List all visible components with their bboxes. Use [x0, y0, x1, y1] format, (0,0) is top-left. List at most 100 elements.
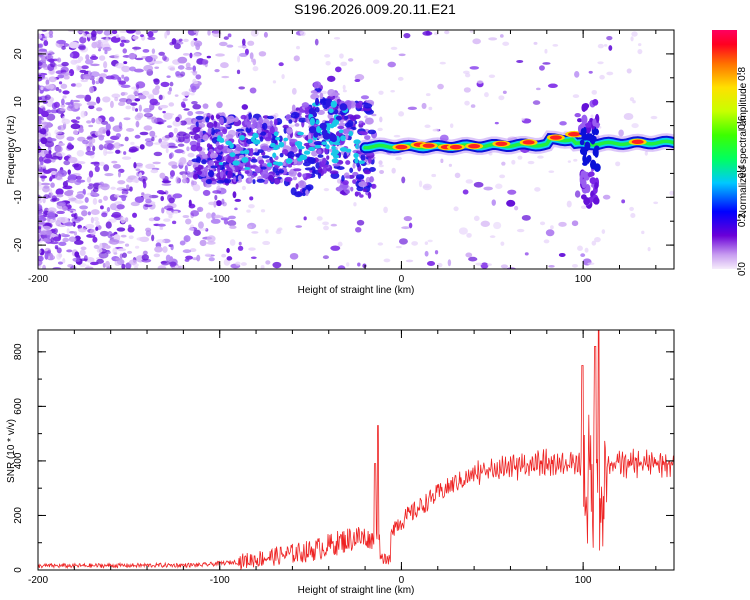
clutter-blob [227, 115, 236, 123]
noise-blob [464, 73, 471, 78]
noise-blob [532, 100, 541, 105]
noise-blob [489, 235, 496, 238]
noise-blob [66, 228, 70, 235]
disturbance-blob [579, 147, 587, 156]
noise-blob [606, 71, 614, 76]
noise-blob [249, 196, 254, 201]
noise-blob [125, 98, 132, 105]
noise-blob [184, 165, 188, 173]
noise-blob [252, 58, 257, 66]
noise-blob [447, 259, 452, 267]
clutter-blob [369, 176, 374, 183]
clutter-blob [269, 126, 275, 135]
colorbar-label: Normalized spectral amplitude [738, 82, 749, 217]
clutter-blob [246, 121, 252, 129]
noise-blob [238, 52, 248, 57]
noise-blob [140, 34, 144, 38]
noise-blob [337, 265, 346, 269]
noise-blob [142, 90, 150, 96]
noise-blob [166, 75, 171, 79]
noise-blob [84, 197, 89, 203]
noise-blob [70, 119, 78, 123]
clutter-blob [333, 149, 340, 155]
noise-blob [151, 30, 159, 34]
noise-blob [169, 170, 175, 177]
noise-blob [339, 53, 344, 59]
clutter-blob [262, 122, 268, 131]
noise-blob [56, 247, 62, 254]
noise-blob [235, 261, 241, 266]
noise-blob [69, 41, 79, 49]
noise-blob [49, 241, 59, 245]
noise-blob [121, 188, 131, 191]
noise-blob [96, 258, 104, 264]
noise-blob [223, 36, 229, 40]
clutter-blob [257, 127, 262, 134]
noise-blob [544, 48, 548, 54]
noise-blob [547, 83, 558, 89]
noise-blob [434, 128, 439, 132]
noise-blob [116, 204, 125, 210]
noise-blob [182, 173, 187, 180]
clutter-blob [342, 180, 349, 186]
y-tick-label: 20 [13, 48, 24, 60]
noise-blob [324, 54, 331, 58]
noise-blob [548, 264, 555, 268]
noise-blob [323, 187, 330, 192]
noise-blob [195, 42, 201, 51]
noise-blob [189, 52, 193, 59]
noise-blob [151, 48, 156, 54]
noise-blob [173, 43, 181, 50]
noise-blob [242, 38, 246, 46]
noise-blob [177, 143, 185, 147]
noise-blob [156, 190, 165, 194]
clutter-blob [218, 116, 225, 125]
noise-blob [216, 101, 223, 109]
noise-blob [206, 235, 216, 243]
noise-blob [128, 146, 138, 153]
clutter-blob [192, 126, 201, 133]
noise-blob [87, 185, 94, 190]
clutter-blob [259, 136, 264, 142]
noise-blob [41, 165, 47, 169]
noise-blob [220, 217, 230, 221]
noise-blob [175, 70, 181, 77]
clutter-blob [342, 128, 351, 135]
clutter-blob [327, 89, 336, 97]
noise-blob [38, 72, 42, 75]
clutter-blob [273, 118, 278, 126]
noise-blob [502, 90, 507, 94]
noise-blob [326, 75, 336, 82]
noise-blob [53, 101, 60, 108]
clutter-blob [345, 160, 351, 165]
noise-blob [38, 164, 42, 170]
noise-blob [54, 173, 63, 181]
noise-blob [118, 80, 127, 85]
colorbar-tick-label: 0.4 [737, 164, 748, 178]
clutter-blob [210, 181, 217, 185]
noise-blob [483, 186, 493, 191]
noise-blob [147, 36, 156, 41]
noise-blob [38, 215, 44, 221]
noise-blob [340, 61, 348, 67]
noise-blob [113, 194, 120, 198]
noise-blob [139, 144, 145, 150]
noise-blob [168, 87, 172, 92]
colorbar-tick-label: 0.0 [737, 262, 748, 276]
noise-blob [143, 108, 152, 113]
noise-blob [223, 219, 228, 225]
noise-blob [314, 38, 319, 46]
noise-blob [89, 86, 95, 94]
x-tick-label: -100 [210, 575, 230, 586]
clutter-blob [302, 192, 306, 197]
noise-blob [165, 254, 171, 262]
noise-blob [57, 131, 62, 135]
noise-blob [536, 87, 541, 91]
noise-blob [468, 256, 478, 262]
noise-blob [577, 245, 583, 251]
noise-blob [58, 89, 62, 93]
noise-blob [66, 136, 75, 141]
noise-blob [223, 258, 231, 266]
noise-blob [629, 206, 634, 211]
noise-blob [101, 120, 109, 125]
